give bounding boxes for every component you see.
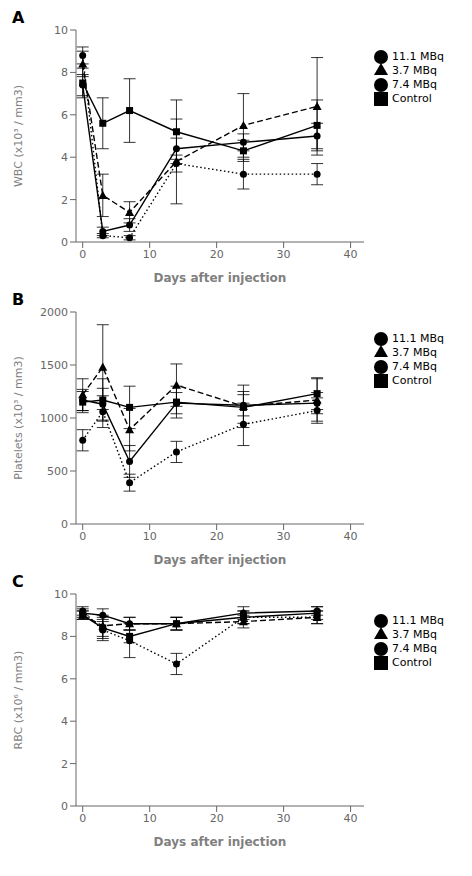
svg-text:0: 0 [61,518,68,531]
svg-text:30: 30 [277,530,291,543]
html-text:7.4 MBq: 7.4 MBq [392,360,437,373]
svg-text:8: 8 [61,630,68,643]
svg-text:500: 500 [47,465,68,478]
html-text:11.1 MBq: 11.1 MBq [392,50,444,63]
svg-text:20: 20 [210,248,224,261]
svg-text:Days after injection: Days after injection [154,271,287,285]
svg-text:2000: 2000 [40,306,68,319]
svg-text:10: 10 [143,812,157,825]
svg-text:2: 2 [61,194,68,207]
svg-text:0: 0 [61,236,68,249]
svg-text:40: 40 [344,530,358,543]
svg-text:4: 4 [61,715,68,728]
svg-text:8: 8 [61,66,68,79]
svg-text:30: 30 [277,248,291,261]
svg-text:1000: 1000 [40,412,68,425]
html-text:B: B [12,290,25,309]
svg-text:0: 0 [79,248,86,261]
svg-text:0: 0 [79,530,86,543]
html-text:7.4 MBq: 7.4 MBq [392,642,437,655]
svg-text:1500: 1500 [40,359,68,372]
html-text:A: A [12,8,25,27]
svg-text:WBC (x10³ / mm3): WBC (x10³ / mm3) [12,85,25,187]
svg-text:10: 10 [143,530,157,543]
html-text:3.7 MBq: 3.7 MBq [392,64,437,77]
html-text:Control: Control [392,92,432,105]
svg-text:2: 2 [61,758,68,771]
html-text:C: C [12,572,24,591]
svg-text:10: 10 [54,24,68,37]
html-text:3.7 MBq: 3.7 MBq [392,628,437,641]
svg-text:20: 20 [210,530,224,543]
svg-text:20: 20 [210,812,224,825]
svg-text:40: 40 [344,812,358,825]
svg-text:6: 6 [61,673,68,686]
svg-text:Days after injection: Days after injection [154,835,287,849]
svg-text:40: 40 [344,248,358,261]
svg-text:10: 10 [143,248,157,261]
svg-text:4: 4 [61,151,68,164]
svg-text:0: 0 [61,800,68,813]
html-text:11.1 MBq: 11.1 MBq [392,614,444,627]
html-text:7.4 MBq: 7.4 MBq [392,78,437,91]
html-text:3.7 MBq: 3.7 MBq [392,346,437,359]
html-text:11.1 MBq: 11.1 MBq [392,332,444,345]
svg-text:Platelets (x10³ / mm3): Platelets (x10³ / mm3) [12,356,25,480]
svg-text:6: 6 [61,109,68,122]
svg-text:RBC (x10⁶ / mm3): RBC (x10⁶ / mm3) [12,651,25,750]
svg-text:Days after injection: Days after injection [154,553,287,567]
svg-text:0: 0 [79,812,86,825]
svg-text:10: 10 [54,588,68,601]
html-text:Control: Control [392,656,432,669]
svg-text:30: 30 [277,812,291,825]
html-text:Control: Control [392,374,432,387]
